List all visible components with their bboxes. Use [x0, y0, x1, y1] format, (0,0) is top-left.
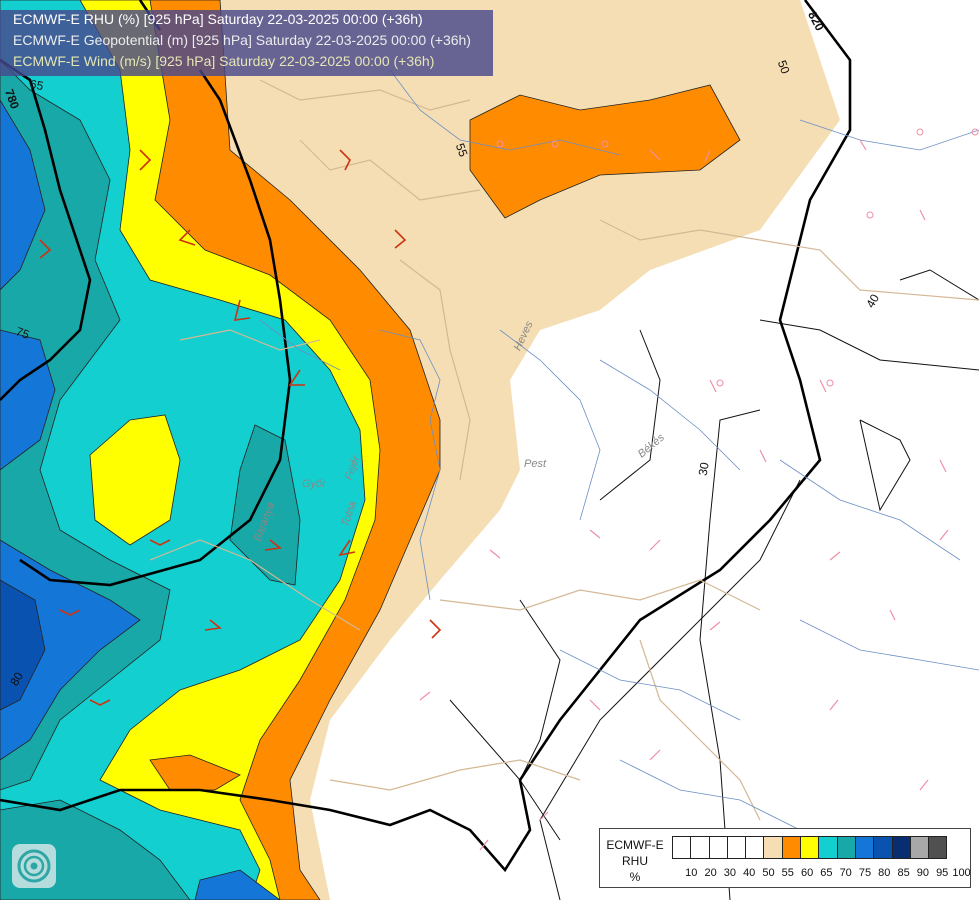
legend-tick-label: 70 — [839, 867, 852, 879]
map-label-pest: Pest — [524, 458, 547, 470]
rhu-band-80-south — [0, 539, 141, 761]
rhu-island-60 — [149, 754, 241, 791]
ecmwf-logo-icon — [12, 844, 56, 888]
legend-swatch — [708, 836, 728, 859]
legend-tick-label: 20 — [704, 867, 717, 879]
title-geopotential: ECMWF-E Geopotential (m) [925 hPa] Satur… — [13, 32, 471, 48]
legend-tick-label: 60 — [800, 867, 814, 879]
legend-swatch — [763, 836, 783, 859]
legend-tick-label: 100 — [952, 867, 971, 879]
legend-tick-label: 85 — [897, 867, 910, 879]
contour-label-65: 65 — [28, 76, 45, 94]
legend-swatch — [800, 836, 820, 859]
legend-tick-label: 75 — [858, 867, 872, 879]
contour-label-30: 30 — [695, 461, 712, 477]
legend-swatch — [891, 836, 911, 859]
legend-title-var: RHU — [622, 854, 648, 868]
legend-tick-label: 80 — [878, 867, 891, 879]
legend-title-model: ECMWF-E — [606, 838, 664, 852]
title-rhu: ECMWF-E RHU (%) [925 hPa] Saturday 22-03… — [13, 11, 423, 27]
legend-swatch — [928, 836, 948, 859]
legend-tick-label: 30 — [723, 867, 737, 879]
title-wind: ECMWF-E Wind (m/s) [925 hPa] Saturday 22… — [13, 53, 435, 69]
legend-swatch — [818, 836, 838, 859]
legend-swatch — [726, 836, 747, 859]
legend-title-unit: % — [629, 870, 641, 884]
title-box: ECMWF-E RHU (%) [925 hPa] Saturday 22-03… — [0, 10, 493, 76]
legend-swatch — [909, 836, 930, 859]
legend-tick-label: 10 — [685, 867, 698, 879]
rhu-island-65 — [89, 414, 181, 546]
legend-tick-label: 65 — [820, 867, 833, 879]
legend-title: ECMWF-E RHU % — [604, 837, 666, 885]
rhu-band-80 — [0, 99, 46, 291]
legend-tick-label: 55 — [781, 867, 794, 879]
legend: ECMWF-E RHU % 10 20 30 40 50 55 60 65 70 75 80 85 90… — [599, 828, 971, 888]
legend-tick-label: 95 — [936, 867, 949, 879]
legend-swatch — [781, 836, 802, 859]
legend-tick-label: 40 — [743, 867, 756, 879]
rhu-band-80-far — [194, 869, 281, 900]
legend-swatch — [745, 836, 765, 859]
legend-ticks: 10 20 30 40 50 55 60 65 70 75 80 85 90 95 100 — [672, 867, 971, 881]
rhu-band-85 — [0, 579, 46, 711]
legend-swatch — [690, 836, 710, 859]
legend-tick-label: 50 — [762, 867, 775, 879]
legend-swatch — [854, 836, 875, 859]
legend-tick-label: 90 — [916, 867, 930, 879]
legend-swatch — [672, 836, 692, 859]
map-label-gyor: Győr — [302, 478, 326, 490]
legend-swatch — [836, 836, 856, 859]
legend-swatches — [672, 836, 948, 859]
rhu-island-75 — [229, 424, 301, 586]
legend-swatch — [873, 836, 893, 859]
